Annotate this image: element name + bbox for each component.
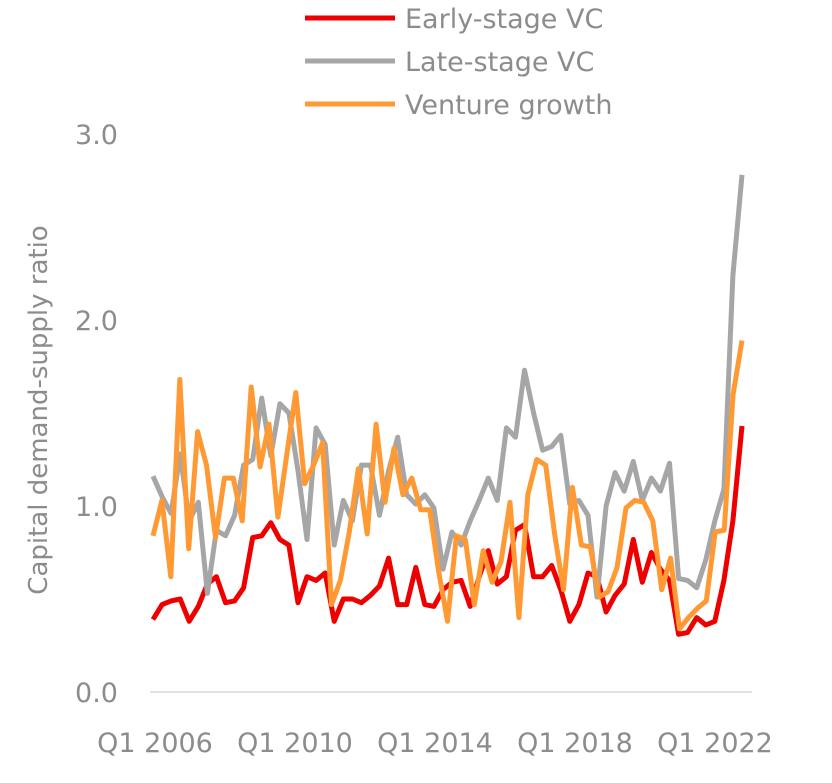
x-tick-label: Q1 2010	[237, 728, 353, 759]
x-ticks: Q1 2006 Q1 2010 Q1 2014 Q1 2018 Q1 2022	[97, 728, 773, 759]
x-tick-label: Q1 2014	[377, 728, 493, 759]
series-lines	[150, 174, 745, 637]
series-line-late-stage-vc	[150, 174, 745, 600]
legend-item-late-stage-vc: Late-stage VC	[305, 47, 594, 78]
legend-item-early-stage-vc: Early-stage VC	[305, 4, 603, 35]
x-tick-label: Q1 2022	[657, 728, 773, 759]
x-tick-label: Q1 2018	[517, 728, 633, 759]
legend-label: Venture growth	[405, 90, 612, 121]
y-tick-label: 2.0	[75, 306, 118, 337]
y-tick-label: 0.0	[75, 678, 118, 709]
legend-item-venture-growth: Venture growth	[305, 90, 612, 121]
x-tick-label: Q1 2006	[97, 728, 213, 759]
legend: Early-stage VC Late-stage VC Venture gro…	[305, 4, 612, 121]
y-tick-label: 1.0	[75, 492, 118, 523]
y-axis-label: Capital demand-supply ratio	[24, 225, 54, 594]
y-tick-label: 3.0	[75, 120, 118, 151]
series-line-venture-growth	[150, 340, 745, 632]
y-ticks: 0.0 1.0 2.0 3.0	[75, 120, 118, 709]
legend-label: Late-stage VC	[405, 47, 594, 78]
series-line-early-stage-vc	[150, 425, 745, 637]
legend-label: Early-stage VC	[405, 4, 603, 35]
